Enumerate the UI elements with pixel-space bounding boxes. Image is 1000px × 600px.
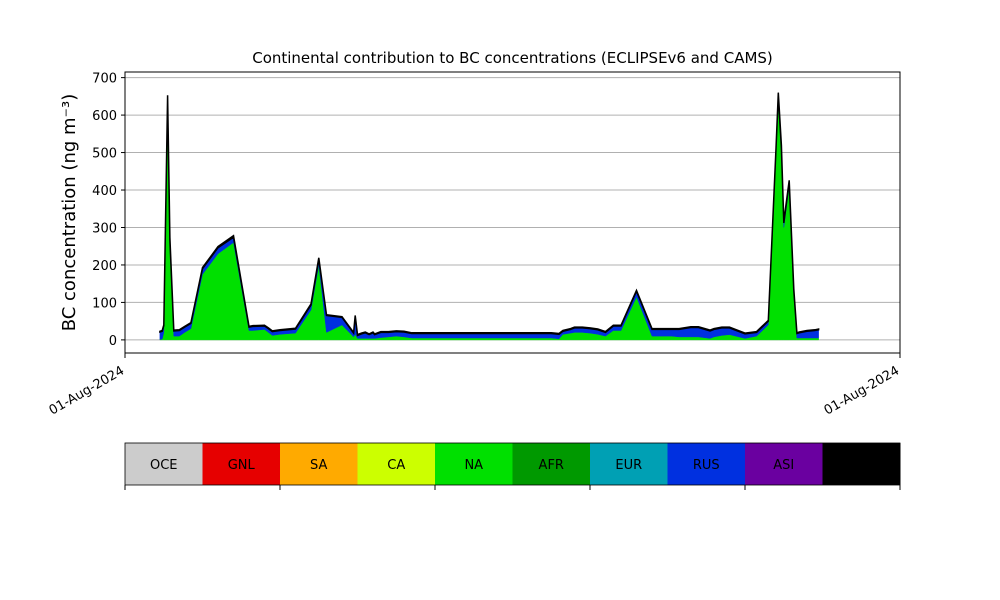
y-tick-label: 100 <box>92 296 117 311</box>
y-tick-label: 500 <box>92 147 117 162</box>
y-tick-label: 600 <box>92 109 117 124</box>
stacked-areas <box>159 92 820 341</box>
legend-label-eur: EUR <box>615 458 642 473</box>
x-tick-label: 01-Aug-2024 <box>47 363 127 418</box>
legend-swatch-rus <box>667 443 746 485</box>
legend-swatch-gnl <box>202 443 281 485</box>
legend-swatch-afr <box>512 443 591 485</box>
y-axis-label: BC concentration (ng m⁻³) <box>59 94 80 332</box>
legend-swatch-asi <box>745 443 823 485</box>
y-axis: 0 100 200 300 400 500 600 700 <box>92 72 125 349</box>
legend-swatch-aus <box>822 443 901 485</box>
legend-swatch-sa <box>280 443 358 485</box>
legend-label-sa: SA <box>310 458 327 473</box>
y-tick-label: 0 <box>109 334 117 349</box>
y-tick-label: 200 <box>92 259 117 274</box>
x-axis: 01-Aug-2024 01-Aug-2024 <box>47 353 902 419</box>
legend-frame <box>124 442 901 486</box>
legend-label-gnl: GNL <box>228 458 256 473</box>
legend-swatch-ca <box>357 443 436 485</box>
legend-label-aus: AUS <box>848 458 875 473</box>
legend-label-oce: OCE <box>150 458 178 473</box>
legend-label-ca: CA <box>387 458 405 473</box>
legend-swatch-oce <box>125 443 203 485</box>
y-tick-label: 400 <box>92 184 117 199</box>
legend-swatch-na <box>435 443 513 485</box>
area-na <box>159 100 819 341</box>
y-tick-label: 300 <box>92 221 117 236</box>
color-legend-bar: OCE GNL SA CA NA AFR EUR RUS ASI AUS <box>124 442 901 490</box>
chart-title: Continental contribution to BC concentra… <box>252 49 773 67</box>
legend-label-afr: AFR <box>539 458 564 473</box>
legend-swatch-eur <box>590 443 668 485</box>
legend-label-rus: RUS <box>693 458 720 473</box>
plot-frame <box>124 71 901 354</box>
grid-lines <box>125 77 900 341</box>
y-tick-label: 700 <box>92 72 117 87</box>
legend-label-na: NA <box>464 458 483 473</box>
x-tick-label: 01-Aug-2024 <box>822 363 902 418</box>
legend-label-asi: ASI <box>773 458 794 473</box>
area-aus <box>159 92 820 337</box>
